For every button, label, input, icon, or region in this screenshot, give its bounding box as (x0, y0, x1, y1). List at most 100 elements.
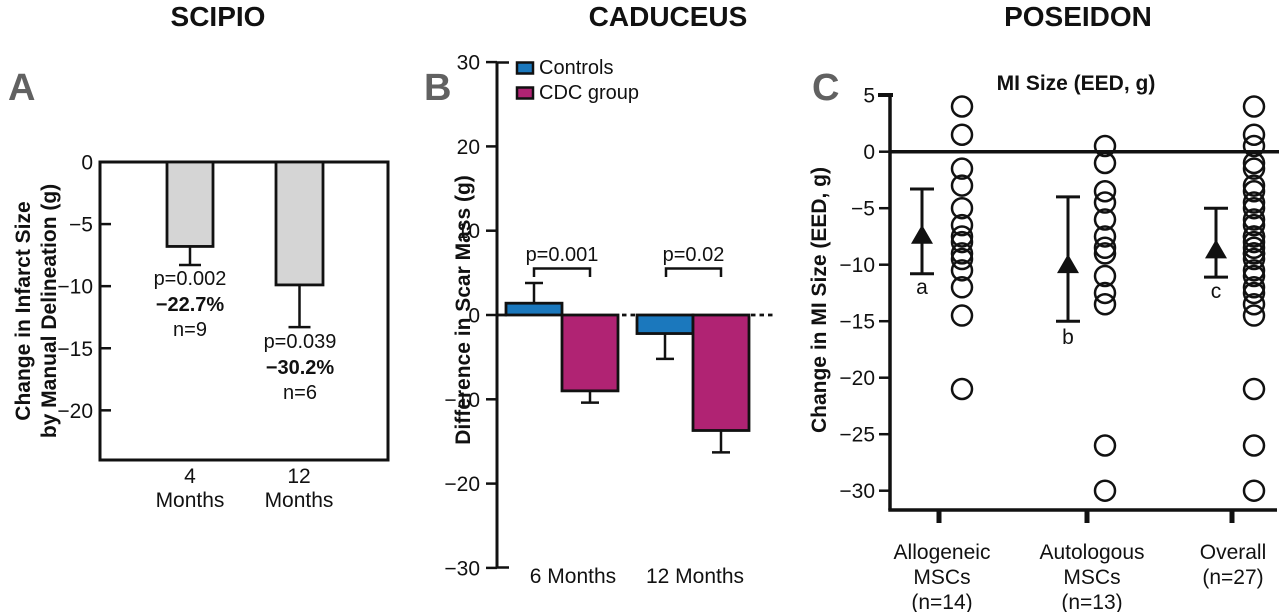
panel-b-plot-area: 30 20 10 0 −10 −20 −30 (444, 52, 751, 580)
data-point-circle (1242, 236, 1266, 259)
data-point-circle (1242, 157, 1266, 180)
n-count-12mo: n=6 (283, 382, 317, 404)
data-point-circle (1093, 151, 1117, 175)
data-point-circle (1093, 180, 1117, 203)
data-point-circle (1093, 479, 1117, 502)
n-count-4mo: n=9 (173, 319, 207, 341)
legend-label-cdc-group: CDC group (539, 82, 639, 104)
panel-c-title: POSEIDON (1004, 1, 1152, 32)
data-point-circle (1242, 95, 1266, 118)
data-point-circle (1242, 479, 1266, 502)
data-point-circle (950, 242, 974, 265)
data-point-circle (1242, 242, 1266, 265)
data-point-circle (950, 157, 974, 180)
xlabel-4: 4 (184, 465, 196, 488)
data-point-circle (950, 247, 974, 271)
data-point-circle (1093, 264, 1117, 288)
group-letter-b: b (1062, 326, 1074, 349)
data-point-circle (1242, 293, 1266, 316)
y-tick-label: −5 (851, 198, 875, 221)
data-point-circle (950, 196, 974, 220)
bar-cdc (691, 313, 751, 432)
data-point-circle (1242, 434, 1266, 457)
mean-triangle (1057, 254, 1079, 274)
bar (274, 160, 325, 287)
data-point-circle (950, 174, 974, 197)
panel-a-letter: A (8, 67, 35, 109)
data-point-circle (1093, 236, 1117, 259)
data-point-circle (1242, 281, 1266, 305)
data-point-circle (1242, 174, 1266, 197)
data-point-circle (1242, 134, 1266, 158)
pvalue-12mo-b: p=0.02 (663, 244, 725, 266)
panel-a-title: SCIPIO (171, 1, 266, 32)
panel-b-title: CADUCEUS (589, 1, 748, 32)
mean-triangle (911, 224, 933, 244)
y-tick-label: −20 (444, 473, 480, 496)
data-point-circle (1093, 434, 1117, 457)
panel-b-letter: B (424, 67, 451, 109)
xlabel-allogeneic-mscs: MSCs (913, 566, 970, 589)
y-tick-label: −20 (57, 400, 93, 423)
data-point-circle (1093, 208, 1117, 231)
data-point-circle (1242, 196, 1266, 220)
y-tick-label: 0 (468, 305, 480, 328)
bar (165, 160, 215, 248)
y-tick-label: −15 (57, 338, 93, 361)
xlabel-12-months-b: 12 Months (646, 565, 744, 588)
panel-c-subtitle: MI Size (EED, g) (997, 72, 1156, 95)
data-point-circle (1242, 191, 1266, 214)
legend-swatch-cdc-group (515, 86, 535, 100)
y-tick-label: −25 (839, 424, 875, 447)
xlabel-autologous-n: (n=13) (1061, 591, 1122, 612)
bar-controls (504, 301, 564, 317)
data-point-circle (1242, 151, 1266, 175)
panel-scipio: SCIPIO A Change in Infarct Size by Manua… (8, 1, 390, 512)
panel-c-ylabel: Change in MI Size (EED, g) (808, 167, 831, 433)
pvalue-6mo: p=0.001 (526, 244, 599, 266)
xlabel-6-months: 6 Months (530, 565, 616, 588)
data-point-circle (1242, 123, 1266, 146)
percent-change-4mo: −22.7% (156, 294, 225, 316)
y-tick-label: 20 (457, 136, 480, 159)
legend-swatch-controls (515, 61, 535, 75)
group-letter-a: a (916, 276, 928, 299)
panel-a-frame (98, 160, 390, 462)
data-point-circle (950, 276, 974, 299)
y-tick-label: −20 (839, 367, 875, 390)
y-tick-label: −10 (57, 276, 93, 299)
significance-bracket-12mo (664, 267, 723, 277)
y-tick-label: 0 (81, 152, 93, 175)
data-point-circle (950, 225, 974, 248)
data-point-circle (950, 259, 974, 282)
data-point-circle (1242, 213, 1266, 237)
xlabel-4-months: Months (156, 489, 225, 512)
mean-triangle (1205, 239, 1227, 259)
data-point-circle (1242, 247, 1266, 271)
data-point-circle (1242, 230, 1266, 254)
panel-a-ylabel-line2: by Manual Delineation (g) (38, 184, 61, 438)
y-tick-label: −10 (444, 389, 480, 412)
data-point-circle (1242, 276, 1266, 299)
data-point-circle (1242, 225, 1266, 248)
data-point-circle (950, 95, 974, 118)
data-point-circle (1093, 242, 1117, 265)
y-tick-label: −30 (839, 480, 875, 503)
pvalue-12mo: p=0.039 (264, 331, 337, 353)
panel-c-letter: C (812, 67, 839, 109)
pvalue-4mo: p=0.002 (154, 268, 227, 290)
panel-c-plot-area: 5 0 −5 −10 −15 −20 −25 −30 (839, 85, 1279, 523)
data-point-circle (950, 304, 974, 327)
y-tick-label: −15 (839, 311, 875, 334)
significance-bracket-6mo (532, 267, 592, 277)
panel-a-plot-area: 0 −5 −10 −15 −20 (57, 152, 390, 462)
data-point-circle (1242, 377, 1266, 401)
y-tick-label: 0 (863, 141, 875, 164)
panel-caduceus: CADUCEUS B Difference in Scar Mass (g) C… (424, 1, 776, 588)
data-point-circle (950, 123, 974, 146)
y-tick-label: 10 (457, 220, 480, 243)
data-point-circle (1242, 304, 1266, 327)
data-point-circle (1242, 180, 1266, 203)
panel-poseidon: POSEIDON C MI Size (EED, g) Change in MI… (808, 1, 1279, 612)
